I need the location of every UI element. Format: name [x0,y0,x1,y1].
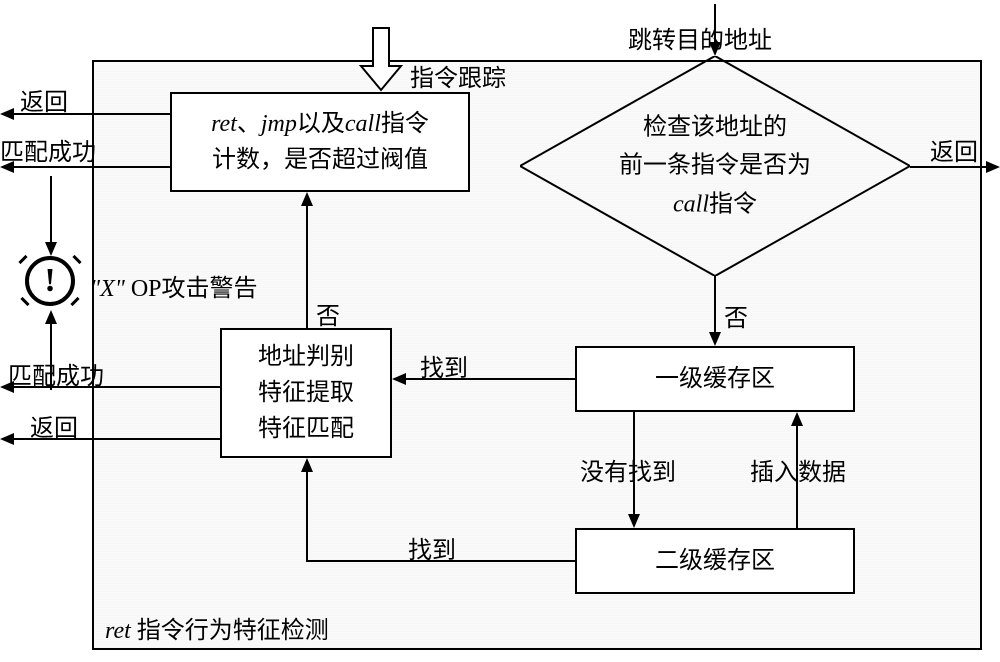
feat-l2: 特征提取 [258,375,354,411]
arrow-down-to-warn [44,176,58,261]
warning-icon: ! [25,256,75,306]
label-instr-trace: 指令跟踪 [410,58,506,93]
d-instr: 指令 [709,191,757,217]
countbox-line1: ret、jmp以及call指令 [211,106,429,142]
txt-sep: 、 [237,111,261,137]
label-match-2: 匹配成功 [8,356,104,391]
label-jump-target: 跳转目的地址 [628,20,772,55]
box-cache2: 二级缓存区 [575,528,855,594]
label-found-1: 找到 [420,348,468,383]
label-return-1: 返回 [20,82,68,117]
tick3 [18,255,27,264]
box-feature: 地址判别 特征提取 特征匹配 [220,328,392,458]
op-text: OP攻击警告 [125,276,258,302]
region-label: ret 指令行为特征检测 [105,610,329,645]
countbox-line2: 计数，是否超过阀值 [212,142,428,178]
label-no-1: 否 [316,296,340,331]
tick2 [70,297,79,306]
arrow-diamond-to-cache1 [708,276,722,351]
region-ret: ret [105,618,131,644]
cache2-text: 二级缓存区 [655,543,775,579]
op-x: "X" [90,276,125,302]
txt-instr: 指令 [381,111,429,137]
label-op-warning: "X" OP攻击警告 [90,268,258,303]
label-insert: 插入数据 [750,452,846,487]
d-l1: 检查该地址的 [615,108,815,146]
txt-call: call [345,111,381,137]
label-found-2: 找到 [408,530,456,565]
box-instruction-count: ret、jmp以及call指令 计数，是否超过阀值 [170,92,470,192]
d-call: call [673,191,709,217]
arrow-into-diamond [708,4,722,61]
tick4 [72,255,81,264]
label-not-found: 没有找到 [580,452,676,487]
diamond-text: 检查该地址的 前一条指令是否为 call指令 [615,108,815,223]
label-no-2: 否 [724,298,748,333]
txt-and: 以及 [297,111,345,137]
txt-ret: ret [211,111,237,137]
diamond-check-call: 检查该地址的 前一条指令是否为 call指令 [520,56,910,276]
cache1-text: 一级缓存区 [655,361,775,397]
arrow-feat-to-count [300,192,314,333]
txt-jmp: jmp [261,111,297,137]
feat-l3: 特征匹配 [258,411,354,447]
box-cache1: 一级缓存区 [575,346,855,412]
label-return-2: 返回 [930,132,978,167]
feat-l1: 地址判别 [258,339,354,375]
label-match-1: 匹配成功 [0,132,96,167]
hollow-arrow-trace [361,28,401,95]
d-l2: 前一条指令是否为 [615,147,815,185]
label-return-3: 返回 [30,408,78,443]
tick1 [20,297,29,306]
region-txt: 指令行为特征检测 [131,618,329,644]
